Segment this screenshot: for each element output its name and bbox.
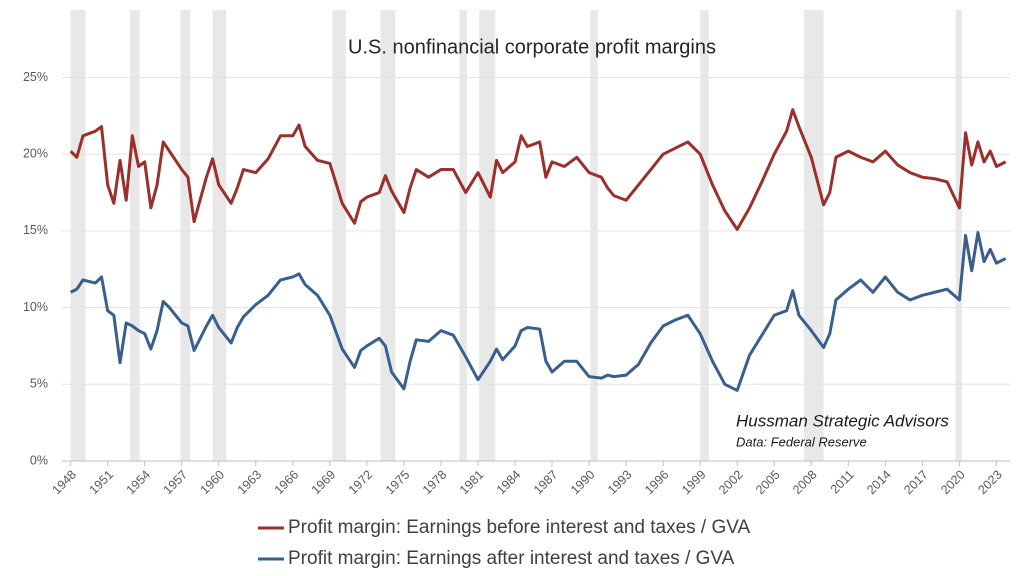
shaded-period — [479, 10, 496, 461]
y-tick-label: 25% — [23, 70, 48, 84]
chart-title: U.S. nonfinancial corporate profit margi… — [348, 36, 716, 58]
line-layer — [69, 108, 1007, 392]
y-tick-label: 0% — [30, 453, 48, 467]
y-tick-label: 20% — [23, 146, 48, 160]
shaded-period — [180, 10, 191, 461]
shaded-period — [590, 10, 598, 461]
y-tick-label: 5% — [30, 377, 48, 391]
y-tick-label: 10% — [23, 300, 48, 314]
shaded-period — [212, 10, 227, 461]
shaded-period — [803, 10, 824, 461]
shaded-period — [459, 10, 467, 461]
shading-layer — [70, 10, 962, 461]
grid-layer — [62, 76, 1010, 466]
shaded-period — [955, 10, 962, 461]
legend-label: Profit margin: Earnings after interest a… — [288, 548, 735, 569]
annotation: Hussman Strategic Advisors — [736, 411, 949, 430]
y-tick-label: 15% — [23, 223, 48, 237]
shaded-period — [70, 10, 86, 461]
series-line — [69, 230, 1007, 392]
shaded-period — [700, 10, 709, 461]
series-line — [69, 108, 1007, 231]
annotation: Data: Federal Reserve — [736, 434, 867, 449]
legend-label: Profit margin: Earnings before interest … — [288, 517, 751, 538]
shaded-period — [380, 10, 396, 461]
shaded-period — [129, 10, 140, 461]
